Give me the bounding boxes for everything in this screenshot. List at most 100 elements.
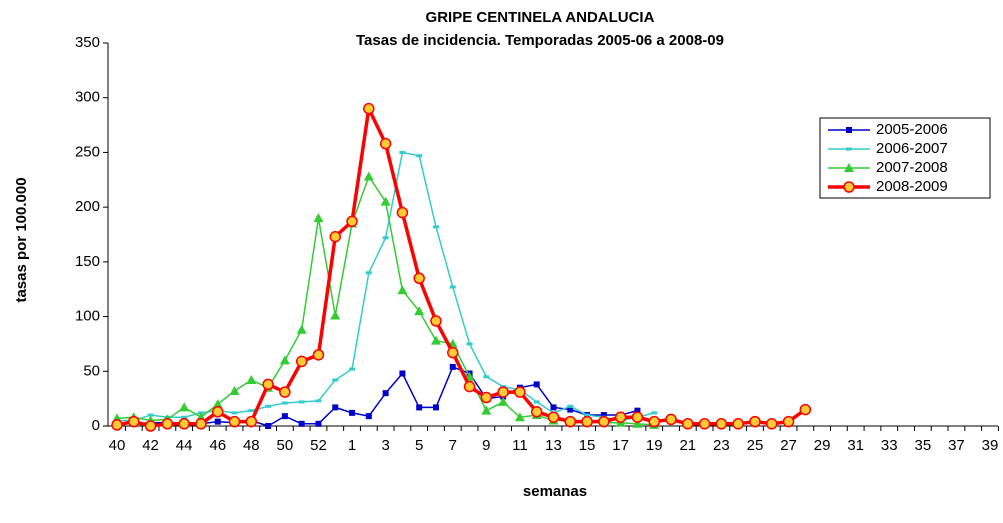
marker — [313, 213, 324, 223]
marker — [211, 406, 224, 418]
marker — [497, 386, 509, 398]
x-tick-label: 48 — [243, 437, 260, 454]
marker — [248, 409, 255, 413]
marker — [332, 378, 339, 382]
marker — [144, 420, 157, 432]
marker — [749, 415, 761, 428]
marker — [281, 413, 288, 420]
y-tick-label: 300 — [75, 89, 100, 106]
marker — [161, 418, 174, 430]
chart-subtitle: Tasas de incidencia. Temporadas 2005-06 … — [356, 32, 724, 49]
marker — [682, 418, 694, 430]
x-tick-label: 44 — [176, 437, 193, 454]
x-tick-label: 7 — [449, 437, 457, 454]
legend-label: 2005-2006 — [876, 121, 948, 138]
marker — [846, 147, 852, 151]
marker — [844, 163, 854, 172]
marker — [382, 236, 389, 240]
x-tick-label: 19 — [646, 437, 663, 454]
marker — [315, 420, 322, 427]
y-tick-label: 100 — [75, 308, 100, 325]
x-tick-label: 52 — [310, 437, 327, 454]
marker — [530, 406, 543, 418]
marker — [732, 418, 744, 430]
marker — [231, 411, 238, 415]
y-tick-label: 250 — [75, 143, 100, 160]
x-tick-label: 33 — [881, 437, 898, 454]
marker — [567, 404, 574, 408]
marker — [533, 400, 540, 404]
x-tick-label: 13 — [545, 437, 562, 454]
marker — [481, 405, 492, 415]
legend-label: 2008-2009 — [876, 178, 948, 195]
y-tick-label: 50 — [83, 362, 100, 379]
y-tick-label: 200 — [75, 198, 100, 215]
marker — [379, 137, 392, 150]
marker — [399, 370, 406, 377]
marker — [651, 411, 658, 415]
marker — [498, 396, 509, 406]
series — [111, 102, 812, 432]
marker — [265, 404, 272, 408]
marker — [843, 181, 855, 193]
marker — [380, 196, 391, 206]
x-tick-label: 3 — [381, 437, 389, 454]
marker — [631, 411, 644, 423]
marker — [430, 335, 441, 345]
y-tick-label: 350 — [75, 34, 100, 51]
marker — [466, 342, 473, 346]
x-tick-label: 1 — [348, 437, 356, 454]
marker — [330, 310, 341, 320]
marker — [279, 386, 291, 398]
marker — [567, 406, 574, 413]
marker — [449, 363, 456, 370]
x-tick-label: 23 — [713, 437, 730, 454]
marker — [665, 413, 677, 426]
marker — [432, 404, 439, 411]
marker — [416, 404, 423, 411]
marker — [715, 418, 728, 430]
marker — [332, 404, 339, 411]
marker — [634, 407, 641, 414]
marker — [111, 419, 123, 431]
x-axis-label: semanas — [523, 483, 587, 500]
marker — [329, 230, 341, 243]
marker — [483, 375, 490, 379]
marker — [265, 423, 272, 429]
marker — [564, 415, 577, 428]
series — [114, 150, 658, 423]
marker — [632, 418, 643, 428]
marker — [480, 391, 493, 404]
legend-label: 2007-2008 — [876, 159, 948, 176]
marker — [295, 355, 308, 368]
x-tick-label: 39 — [982, 437, 999, 454]
x-tick-label: 15 — [579, 437, 596, 454]
marker — [846, 127, 852, 133]
marker — [298, 400, 305, 404]
marker — [648, 415, 660, 428]
y-tick-label: 150 — [75, 253, 100, 270]
marker — [449, 285, 456, 289]
marker — [246, 375, 257, 385]
marker — [533, 381, 540, 388]
marker — [365, 271, 372, 275]
marker — [195, 418, 207, 430]
legend-label: 2006-2007 — [876, 140, 948, 157]
marker — [315, 399, 322, 403]
x-tick-label: 50 — [277, 437, 294, 454]
marker — [432, 225, 439, 229]
marker — [584, 413, 591, 417]
marker — [312, 349, 325, 361]
marker — [416, 154, 423, 158]
marker — [396, 206, 409, 219]
marker — [128, 415, 140, 428]
x-tick-label: 29 — [814, 437, 831, 454]
x-tick-label: 37 — [948, 437, 965, 454]
marker — [514, 386, 526, 398]
marker — [581, 415, 593, 428]
marker — [550, 404, 557, 411]
marker — [447, 346, 459, 359]
marker — [363, 171, 374, 181]
marker — [782, 415, 795, 428]
marker — [382, 390, 389, 397]
